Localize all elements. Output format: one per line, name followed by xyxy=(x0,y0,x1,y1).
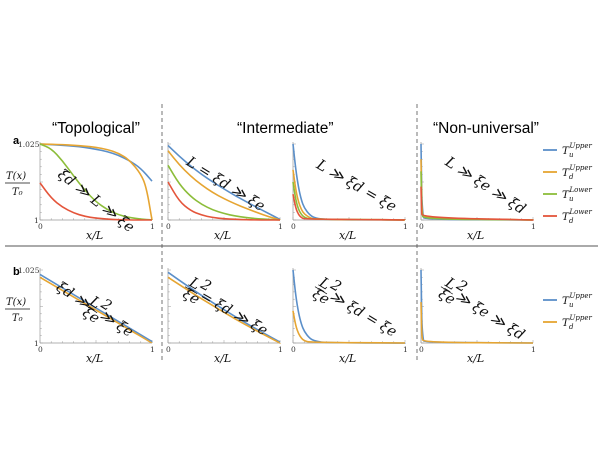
y-tick-label: 1 xyxy=(34,339,39,348)
series-line-Td_upper xyxy=(167,150,281,221)
annotation-text: ≫ ξe xyxy=(97,307,136,340)
x-tick-label: 1 xyxy=(403,345,408,354)
x-tick-label: 1 xyxy=(150,222,155,231)
annotation-text: L = ξd ≫ ξe xyxy=(182,154,267,215)
x-tick-label: 1 xyxy=(278,345,283,354)
series-line-Td_upper xyxy=(39,143,153,221)
series-line-Td_lower xyxy=(292,194,406,221)
legend-b: TuUpper TdUpper xyxy=(543,292,593,331)
x-tick-label: 0 xyxy=(38,222,43,231)
series-line-Tu_upper xyxy=(39,273,153,343)
panel-label-b: b xyxy=(13,266,20,278)
y-tick-label: 1.025 xyxy=(18,266,40,275)
header-topological: “Topological” xyxy=(52,120,140,137)
annotation-a1: ξd ≫ L ≫ ξe xyxy=(54,166,137,235)
x-axis-label: x/L xyxy=(214,229,231,242)
series-line-Td_upper xyxy=(167,276,281,344)
annotation-text: L ≫ ξe ≫ ξd xyxy=(441,154,528,218)
y-label-numerator: T(x) xyxy=(6,297,26,308)
annotation-fraction-bar xyxy=(85,304,98,314)
y-axis-label-b: T(x) T₀ xyxy=(5,297,30,324)
series-line-Tu_lower xyxy=(167,164,281,221)
x-tick-label: 0 xyxy=(166,345,171,354)
legend-label-Tu_lower: TuLower xyxy=(562,186,593,203)
chart-a2: 0 1 x/L L = ξd ≫ ξe xyxy=(166,142,283,242)
legend-label-Td_lower: TdLower xyxy=(562,208,592,225)
annotation-text: = ξd ≫ ξe xyxy=(197,288,270,339)
x-tick-label: 0 xyxy=(291,345,296,354)
header-nonuniversal: “Non-universal” xyxy=(433,120,539,137)
series-line-Td_upper xyxy=(420,302,534,344)
series-line-Td_lower xyxy=(167,181,280,221)
x-axis-label: x/L xyxy=(339,352,356,365)
y-axis-label-a: T(x) T₀ xyxy=(5,171,30,198)
chart-a4: 0 1 x/L L ≫ ξe ≫ ξd xyxy=(419,142,536,242)
x-tick-label: 0 xyxy=(419,345,424,354)
x-axis-label: x/L xyxy=(214,352,231,365)
x-tick-label: 0 xyxy=(166,222,171,231)
y-label-denominator: T₀ xyxy=(12,187,23,198)
x-tick-label: 1 xyxy=(403,222,408,231)
annotation-text: ξd ≫ L ≫ ξe xyxy=(54,166,137,235)
legend-a: TuUpper TdUpper TuLower TdLower xyxy=(543,142,593,225)
x-tick-label: 1 xyxy=(531,222,536,231)
annotation-text: ≫ ξd = ξe xyxy=(327,288,400,340)
x-tick-label: 0 xyxy=(291,222,296,231)
legend-label-Tu_upper: TuUpper xyxy=(562,142,593,159)
annotation-fraction-den: ξe xyxy=(180,286,202,308)
series-line-Tu_upper xyxy=(167,271,281,343)
legend-label-Td_upper: TdUpper xyxy=(562,164,593,181)
annotation-fraction-den: ξe xyxy=(435,286,458,308)
annotation-text: L ≫ ξd = ξe xyxy=(313,156,399,215)
x-tick-label: 1 xyxy=(531,345,536,354)
x-tick-label: 0 xyxy=(38,345,43,354)
x-axis-label: x/L xyxy=(467,229,484,242)
annotation-a3: L ≫ ξd = ξe xyxy=(313,156,399,215)
header-intermediate: “Intermediate” xyxy=(237,120,333,137)
annotation-a2: L = ξd ≫ ξe xyxy=(182,154,267,215)
y-tick-label: 1 xyxy=(34,216,39,225)
y-tick-label: 1.025 xyxy=(18,140,40,149)
series-line-Td_lower xyxy=(39,182,152,221)
series-line-Td_lower xyxy=(420,186,534,221)
series-line-Tu_upper xyxy=(167,144,281,221)
x-tick-label: 0 xyxy=(419,222,424,231)
x-tick-label: 1 xyxy=(150,345,155,354)
annotation-fraction-bar xyxy=(440,286,453,295)
chart-a3: 0 1 x/L L ≫ ξd = ξe xyxy=(291,142,408,242)
series-line-Tu_lower xyxy=(39,143,153,221)
x-axis-label: x/L xyxy=(86,352,103,365)
series-line-Td_upper xyxy=(39,276,153,344)
legend-label-Td_upper: TdUpper xyxy=(562,314,593,331)
x-axis-label: x/L xyxy=(467,352,484,365)
annotation-fraction-bar xyxy=(184,286,198,295)
panel-label-a: a xyxy=(13,135,20,147)
legend-label-Tu_upper: TuUpper xyxy=(562,292,593,309)
y-label-denominator: T₀ xyxy=(12,313,23,324)
x-axis-label: x/L xyxy=(339,229,356,242)
y-label-numerator: T(x) xyxy=(6,171,26,182)
annotation-text: ≫ ξe ≫ ξd xyxy=(452,289,527,344)
x-axis-label: x/L xyxy=(86,229,103,242)
x-tick-label: 1 xyxy=(278,222,283,231)
annotation-fraction-den: ξe xyxy=(309,286,331,308)
annotation-fraction-den: ξe xyxy=(79,305,102,327)
series-line-Td_upper xyxy=(292,310,406,344)
annotation-fraction-bar xyxy=(314,286,328,295)
annotation-a4: L ≫ ξe ≫ ξd xyxy=(441,154,528,218)
